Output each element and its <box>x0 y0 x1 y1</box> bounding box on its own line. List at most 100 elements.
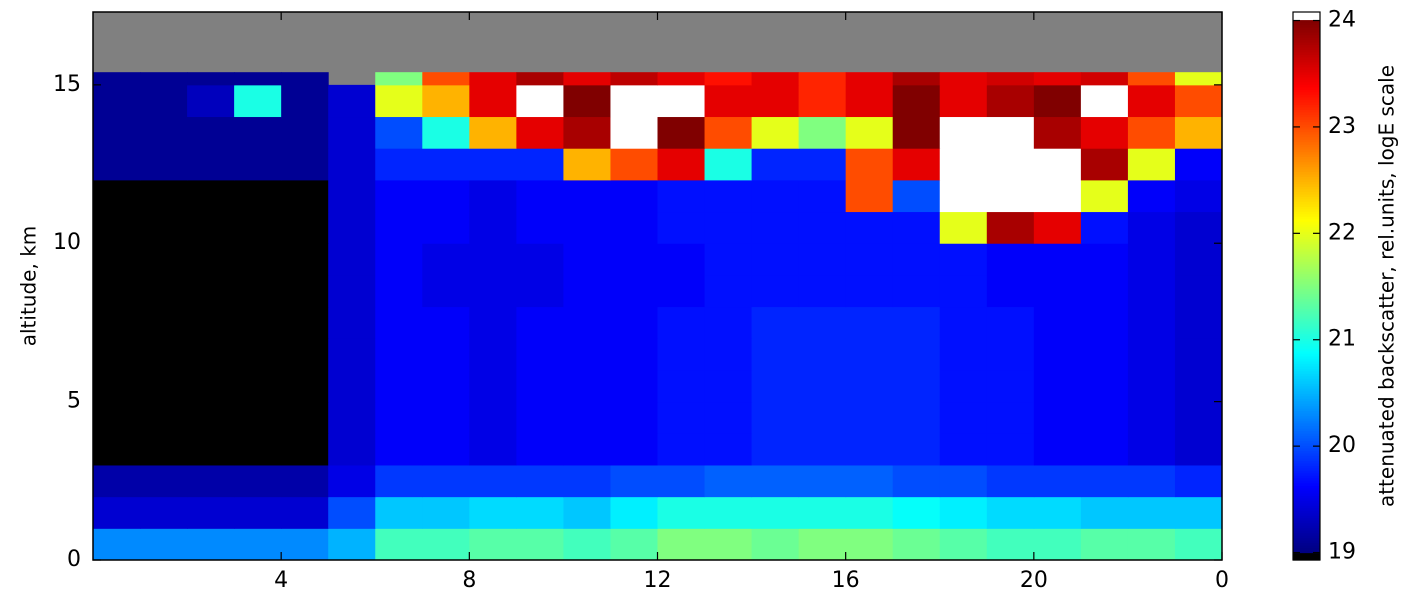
heatmap-cell <box>1174 148 1223 181</box>
heatmap-cell <box>328 496 376 529</box>
colorbar-strip <box>1293 547 1320 551</box>
colorbar-strip <box>1293 173 1320 177</box>
heatmap-cell <box>422 243 470 276</box>
heatmap-cell <box>1174 179 1223 213</box>
heatmap-cell <box>845 338 894 371</box>
heatmap-cell <box>1174 274 1223 308</box>
heatmap-cell <box>1033 496 1082 529</box>
heatmap-cell <box>704 148 753 181</box>
heatmap-cell <box>751 148 800 181</box>
heatmap-cell <box>751 433 800 466</box>
heatmap-cell <box>469 274 517 308</box>
heatmap-cell <box>892 211 941 244</box>
heatmap-cell <box>751 401 800 434</box>
colorbar-strip <box>1293 520 1320 524</box>
heatmap-cell <box>1127 464 1176 498</box>
colorbar-strip <box>1293 141 1320 145</box>
colorbar-tick-label: 21 <box>1328 327 1356 352</box>
heatmap-cell <box>1127 401 1176 434</box>
colorbar-strip <box>1293 415 1320 419</box>
heatmap-cell <box>704 369 753 403</box>
heatmap-cell <box>939 72 988 86</box>
colorbar-strip <box>1293 39 1320 43</box>
colorbar-strip <box>1293 373 1320 377</box>
heatmap-cell <box>328 401 376 434</box>
heatmap-cell <box>657 274 706 308</box>
heatmap-cell <box>375 179 423 213</box>
colorbar-strip <box>1293 403 1320 407</box>
heatmap-cell <box>1033 528 1082 561</box>
colorbar-strip <box>1293 114 1320 118</box>
colorbar-strip <box>1293 231 1320 235</box>
heatmap-cell <box>469 496 517 529</box>
colorbar-strip <box>1293 12 1320 16</box>
colorbar-strip <box>1293 527 1320 531</box>
colorbar-strip <box>1293 328 1320 332</box>
heatmap-cell <box>892 496 941 529</box>
heatmap-cell <box>986 84 1035 118</box>
heatmap-cell <box>657 243 706 276</box>
heatmap-cell <box>328 274 376 308</box>
heatmap-cell <box>563 369 611 403</box>
colorbar-strip <box>1293 236 1320 240</box>
heatmap-cell <box>1174 464 1223 498</box>
colorbar-strip <box>1293 445 1320 449</box>
heatmap-cell <box>516 338 564 371</box>
heatmap-cell <box>1174 433 1223 466</box>
heatmap-cell <box>563 433 611 466</box>
heatmap-cell <box>939 211 988 244</box>
colorbar-strip <box>1293 196 1320 200</box>
colorbar-strip <box>1293 251 1320 255</box>
colorbar-strip <box>1293 320 1320 324</box>
heatmap-cell <box>610 369 658 403</box>
heatmap-cell <box>375 528 423 561</box>
colorbar-strip <box>1293 413 1320 417</box>
heatmap-cell <box>1174 338 1223 371</box>
colorbar-strip <box>1293 310 1320 314</box>
colorbar-strip <box>1293 79 1320 83</box>
colorbar-strip <box>1293 268 1320 272</box>
heatmap-cell <box>375 274 423 308</box>
colorbar-strip <box>1293 482 1320 486</box>
heatmap-cell <box>610 84 658 118</box>
heatmap-cell <box>939 274 988 308</box>
heatmap-cell <box>845 401 894 434</box>
heatmap-cell <box>469 84 517 118</box>
heatmap-cell <box>422 179 470 213</box>
heatmap-cell <box>1080 148 1129 181</box>
colorbar-strip <box>1293 507 1320 511</box>
heatmap-cell <box>516 433 564 466</box>
heatmap-cell <box>798 496 847 529</box>
colorbar-strip <box>1293 390 1320 394</box>
heatmap-cell <box>234 72 282 86</box>
heatmap-cell <box>234 306 282 339</box>
colorbar-strip <box>1293 111 1320 115</box>
colorbar-strip <box>1293 228 1320 232</box>
heatmap-cell <box>422 401 470 434</box>
colorbar-strip <box>1293 24 1320 28</box>
heatmap-cell <box>1080 116 1129 149</box>
colorbar-strip <box>1293 206 1320 210</box>
colorbar-strip <box>1293 119 1320 123</box>
heatmap-cell <box>516 148 564 181</box>
heatmap-cell <box>1080 369 1129 403</box>
heatmap-cell <box>939 243 988 276</box>
heatmap-cell <box>563 496 611 529</box>
heatmap-cell <box>704 464 753 498</box>
heatmap-cell <box>563 116 611 149</box>
heatmap-cell <box>375 116 423 149</box>
heatmap-cell <box>1174 84 1223 118</box>
heatmap-cell <box>610 148 658 181</box>
colorbar-strip <box>1293 246 1320 250</box>
heatmap-cell <box>234 211 282 244</box>
heatmap-cell <box>751 338 800 371</box>
colorbar-strip <box>1293 56 1320 60</box>
y-axis-label: altitude, km <box>17 226 41 347</box>
colorbar-strip <box>1293 487 1320 491</box>
heatmap-cell <box>93 338 141 371</box>
heatmap-cell <box>234 84 282 118</box>
heatmap-cell <box>657 496 706 529</box>
heatmap-cell <box>140 211 188 244</box>
heatmap-cell <box>1033 369 1082 403</box>
heatmap-cell <box>845 243 894 276</box>
